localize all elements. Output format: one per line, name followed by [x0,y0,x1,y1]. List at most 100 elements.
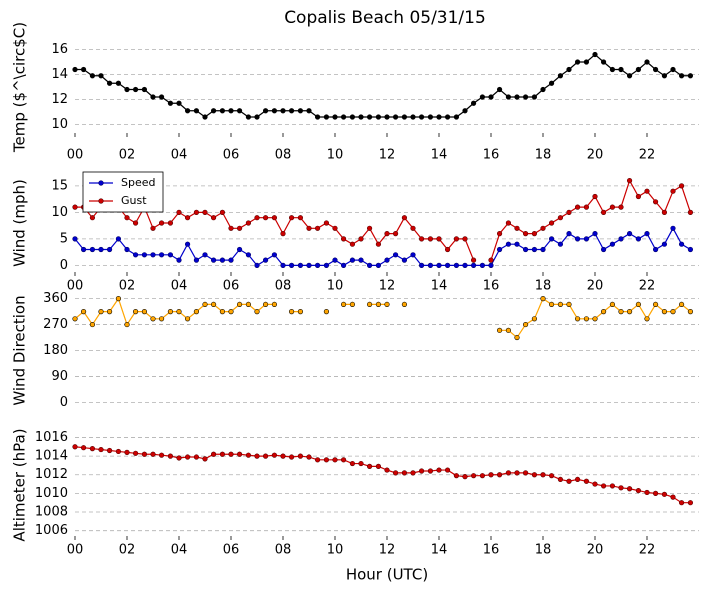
data-point [574,59,581,65]
data-point [280,453,286,459]
data-point [635,236,642,242]
data-point [167,252,174,258]
y-tick-label: 90 [51,369,68,384]
data-point [150,252,156,258]
legend-label: Gust [121,194,147,207]
data-point [245,220,252,226]
data-point [176,455,182,461]
data-point [280,262,286,269]
x-tick-label: 14 [431,279,448,294]
data-point [288,108,295,114]
data-point [626,73,633,79]
data-point [392,114,399,120]
data-point [176,100,182,106]
x-tick-label: 10 [327,148,344,163]
data-point [167,100,174,106]
data-point [323,114,330,120]
data-point [210,215,217,221]
data-point [661,309,668,315]
y-tick-label: 1010 [35,486,68,501]
data-point [193,257,200,263]
data-point [72,444,78,450]
x-tick-label: 12 [379,279,396,294]
data-point [80,309,87,315]
data-point [158,220,165,226]
data-point [470,257,477,263]
x-tick-label: 04 [171,543,188,558]
data-point [271,215,278,221]
data-point [124,321,130,328]
data-point [687,246,694,253]
data-point [470,473,477,479]
y-tick-label: 10 [51,117,68,132]
data-point [219,451,226,457]
data-point [184,241,191,247]
data-point [540,86,546,93]
data-point [141,451,148,457]
y-tick-label: 0 [60,258,68,273]
data-point [540,246,546,253]
data-point [210,108,217,114]
data-point [314,262,321,269]
x-tick-label: 22 [639,279,656,294]
data-point [202,114,208,120]
data-point [176,257,182,263]
data-point [384,114,390,120]
data-point [548,220,555,226]
data-point [453,236,460,242]
data-point [661,491,668,497]
x-tick-label: 20 [587,148,604,163]
data-point [678,183,685,189]
data-point [462,236,468,242]
data-point [236,301,243,308]
x-tick-label: 16 [483,279,500,294]
data-point [132,86,139,93]
data-point [444,246,451,253]
x-tick-label: 02 [119,543,136,558]
data-point [444,114,451,120]
data-point [670,309,676,315]
data-point [401,301,408,308]
data-point [392,470,399,476]
data-point [479,473,486,479]
data-point [236,225,243,231]
data-point [158,452,165,458]
y-tick-label: 0 [60,395,68,410]
data-point [340,262,347,269]
data-point [375,301,382,308]
data-point [583,59,590,65]
data-point [531,94,538,100]
x-tick-label: 18 [535,148,552,163]
y-tick-label: 1016 [35,430,68,445]
x-tick-label: 08 [275,148,292,163]
data-point [358,257,364,263]
y-tick-label: 180 [43,343,68,358]
data-point [80,246,87,253]
data-point [89,321,96,328]
data-point [236,108,243,114]
data-point [375,114,382,120]
data-point [557,476,564,483]
legend-marker [98,180,104,186]
data-point [652,199,659,205]
data-point [306,454,312,460]
x-tick-label: 04 [171,148,188,163]
data-point [566,478,572,484]
data-point [176,309,182,315]
data-point [505,470,512,476]
data-point [678,500,685,506]
data-point [115,236,122,242]
data-point [210,301,217,308]
data-point [652,490,659,496]
data-point [496,86,503,93]
data-point [219,257,226,263]
data-point [184,316,191,322]
data-point [522,246,529,253]
data-point [193,454,200,460]
data-point [462,474,468,480]
data-point [271,452,278,458]
data-point [72,316,78,322]
data-point [288,309,295,315]
data-point [297,309,304,315]
